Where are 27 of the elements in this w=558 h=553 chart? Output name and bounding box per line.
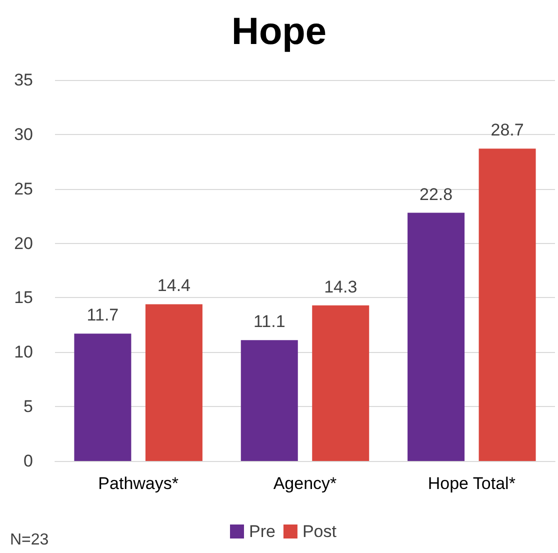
bar xyxy=(312,305,370,461)
x-tick-label: Agency* xyxy=(273,474,338,493)
y-tick-label: 15 xyxy=(14,288,33,308)
chart-title: Hope xyxy=(232,11,326,53)
bar xyxy=(240,340,298,461)
bar xyxy=(408,212,465,461)
y-tick-label: 25 xyxy=(14,179,33,198)
data-label: 14.3 xyxy=(324,277,358,296)
y-tick-label: 10 xyxy=(14,342,33,362)
y-tick-label: 0 xyxy=(24,452,33,470)
x-tick-label: Pathways* xyxy=(98,474,179,493)
y-tick-label: 5 xyxy=(24,397,33,416)
data-label: 28.7 xyxy=(490,120,524,140)
bar xyxy=(478,148,536,461)
y-tick-label: 20 xyxy=(14,234,33,253)
text: N=23 xyxy=(10,532,49,548)
data-label: 11.1 xyxy=(253,312,286,332)
bar xyxy=(74,334,132,461)
data-label: 22.8 xyxy=(419,184,453,204)
y-tick-label: 35 xyxy=(14,70,33,90)
legend-label: Pre xyxy=(249,522,276,541)
x-tick-label: Hope Total* xyxy=(428,474,516,493)
data-label: 14.4 xyxy=(157,276,191,296)
y-tick-label: 30 xyxy=(14,124,33,144)
data-label: 11.7 xyxy=(86,306,119,325)
bar xyxy=(145,304,202,461)
legend-label: Post xyxy=(302,522,337,541)
